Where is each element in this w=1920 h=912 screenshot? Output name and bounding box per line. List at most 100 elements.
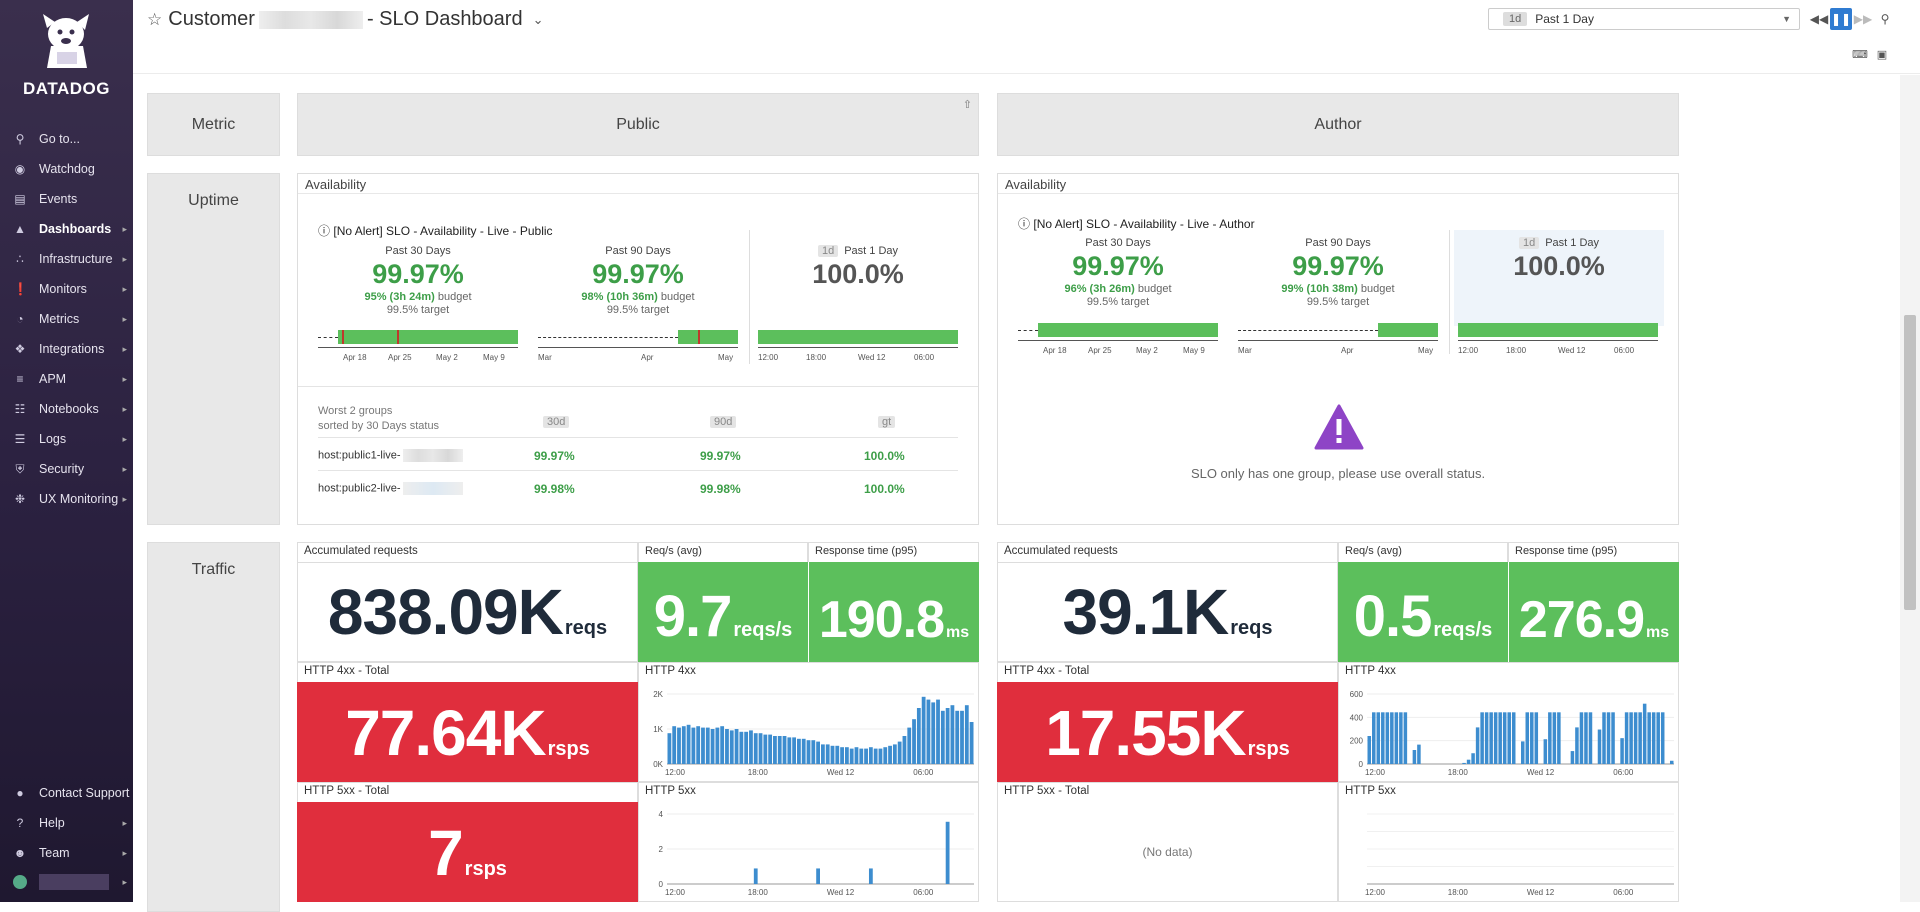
export-icon[interactable]: ⇧ — [962, 99, 972, 111]
bar[interactable] — [1584, 712, 1588, 764]
bar[interactable] — [1579, 712, 1584, 764]
bar[interactable] — [868, 747, 873, 764]
bar[interactable] — [1624, 712, 1629, 764]
step-back-button[interactable]: ◀◀ — [1808, 8, 1830, 30]
bar[interactable] — [1588, 712, 1593, 764]
bar[interactable] — [1638, 712, 1642, 764]
bar[interactable] — [1484, 712, 1489, 764]
bar[interactable] — [1602, 712, 1606, 764]
nav-goto[interactable]: ⚲ Go to... — [0, 125, 133, 153]
zoom-button[interactable]: ⚲ — [1874, 8, 1896, 30]
bar[interactable] — [1367, 736, 1372, 764]
bar[interactable] — [878, 748, 883, 764]
accumulated-requests-value[interactable]: 39.1K reqs — [997, 562, 1338, 662]
slo-title[interactable]: ⓘ [No Alert] SLO - Availability - Live -… — [318, 222, 553, 239]
nav-team[interactable]: ☻ Team ▸ — [0, 839, 133, 867]
user-menu[interactable]: ▸ — [0, 868, 133, 896]
bar[interactable] — [1376, 712, 1381, 764]
bar[interactable] — [1660, 712, 1665, 764]
bar[interactable] — [729, 730, 734, 764]
bar[interactable] — [916, 708, 921, 764]
bar[interactable] — [849, 748, 854, 764]
bar[interactable] — [677, 727, 681, 764]
bar[interactable] — [753, 868, 758, 884]
bar[interactable] — [1557, 712, 1561, 764]
nav-contact-support[interactable]: ● Contact Support — [0, 779, 133, 807]
bar[interactable] — [835, 745, 840, 764]
bar[interactable] — [1412, 750, 1417, 764]
author-http-4xx-chart[interactable]: 600 400 200 012:00 18:00 Wed 12 06:00 — [1338, 682, 1679, 782]
bar[interactable] — [1543, 739, 1548, 764]
nav-security[interactable]: ⛨ Security ▸ — [0, 455, 133, 483]
public-http-5xx-chart[interactable]: 4 2 012:00 18:00 Wed 12 06:00 — [638, 802, 979, 902]
bar[interactable] — [1480, 712, 1484, 764]
bar[interactable] — [1552, 712, 1557, 764]
bar[interactable] — [1642, 703, 1647, 764]
chevron-down-icon[interactable]: ⌄ — [532, 11, 544, 27]
bar[interactable] — [701, 727, 705, 764]
bar[interactable] — [672, 726, 677, 764]
group-row[interactable]: host:public2-live- — [318, 482, 463, 495]
requests-per-second-value[interactable]: 9.7 reqs/s — [638, 562, 808, 662]
bar[interactable] — [715, 727, 720, 764]
bar[interactable] — [936, 699, 940, 764]
bar[interactable] — [1390, 712, 1394, 764]
datadog-logo[interactable]: DATADOG — [0, 8, 133, 99]
bar[interactable] — [821, 744, 825, 764]
bar[interactable] — [854, 747, 859, 764]
nav-dashboards[interactable]: ▲ Dashboards ▸ — [0, 215, 133, 243]
bar[interactable] — [1462, 762, 1466, 764]
bar[interactable] — [1385, 712, 1390, 764]
bar[interactable] — [1372, 712, 1376, 764]
bar[interactable] — [964, 705, 969, 764]
group-row[interactable]: host:public1-live- — [318, 449, 463, 462]
bar[interactable] — [777, 736, 782, 764]
bar[interactable] — [696, 726, 701, 764]
nav-events[interactable]: ▤ Events — [0, 185, 133, 213]
bar[interactable] — [1498, 712, 1502, 764]
bar[interactable] — [816, 868, 820, 884]
bar[interactable] — [840, 747, 844, 764]
http-5xx-total-value[interactable]: 7 rsps — [297, 802, 638, 902]
bar[interactable] — [1620, 738, 1624, 764]
bar[interactable] — [1399, 712, 1403, 764]
nav-monitors[interactable]: ❗ Monitors ▸ — [0, 275, 133, 303]
bar[interactable] — [1656, 712, 1660, 764]
bar[interactable] — [1502, 712, 1507, 764]
bar[interactable] — [960, 710, 964, 764]
bar[interactable] — [1548, 712, 1552, 764]
bar[interactable] — [902, 736, 907, 764]
bar[interactable] — [1647, 712, 1651, 764]
author-availability-widget[interactable]: Availability ⓘ [No Alert] SLO - Availabi… — [997, 173, 1679, 525]
col-gt[interactable]: gt — [878, 416, 901, 428]
bar[interactable] — [1471, 753, 1475, 764]
pause-button[interactable]: ❚❚ — [1830, 8, 1852, 30]
bar[interactable] — [681, 726, 686, 764]
bar[interactable] — [749, 730, 753, 764]
nav-ux-monitoring[interactable]: ❉ UX Monitoring ▸ — [0, 485, 133, 513]
bar[interactable] — [1534, 712, 1539, 764]
bar[interactable] — [768, 734, 773, 764]
bar[interactable] — [926, 699, 931, 764]
bar[interactable] — [1651, 712, 1656, 764]
bar[interactable] — [907, 727, 912, 764]
bar[interactable] — [844, 747, 849, 764]
bar[interactable] — [1525, 712, 1530, 764]
bar[interactable] — [825, 744, 830, 764]
bar[interactable] — [1417, 744, 1421, 764]
bar[interactable] — [955, 710, 960, 764]
bar[interactable] — [1575, 727, 1579, 764]
bar[interactable] — [797, 738, 801, 764]
bar[interactable] — [969, 722, 974, 764]
bar[interactable] — [945, 821, 950, 884]
time-selector[interactable]: 1d Past 1 Day ▼ — [1488, 8, 1800, 30]
bar[interactable] — [873, 748, 878, 764]
response-time-value[interactable]: 190.8 ms — [808, 562, 979, 662]
bar[interactable] — [859, 748, 864, 764]
http-4xx-total-value[interactable]: 77.64K rsps — [297, 682, 638, 782]
bar[interactable] — [892, 744, 897, 764]
bar[interactable] — [1493, 712, 1498, 764]
scrollbar-thumb[interactable] — [1904, 315, 1916, 610]
bar[interactable] — [1606, 712, 1611, 764]
